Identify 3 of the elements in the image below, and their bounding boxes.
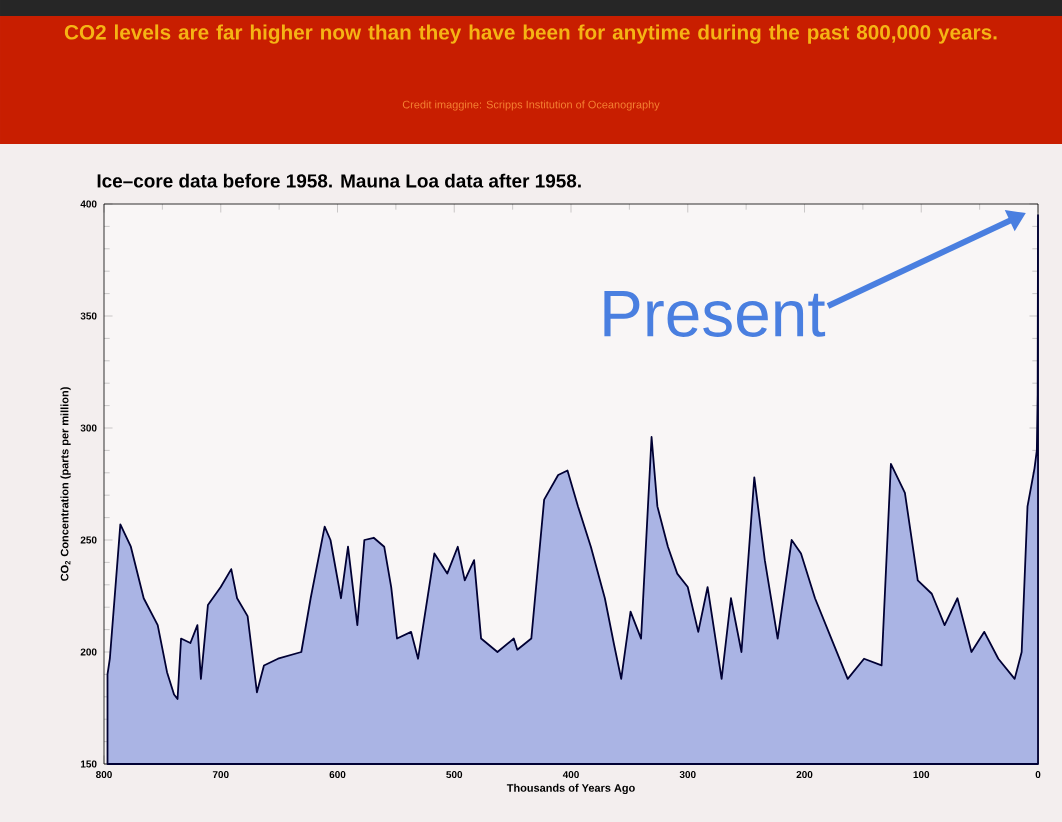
chart-subtitle: Ice–core data before 1958. Mauna Loa data after 1958. xyxy=(97,173,581,188)
chart-title: CO2 levels are far higher now than they have been for anytime during the past 800,000 years. xyxy=(64,24,997,44)
annotation: Present xyxy=(604,291,826,337)
